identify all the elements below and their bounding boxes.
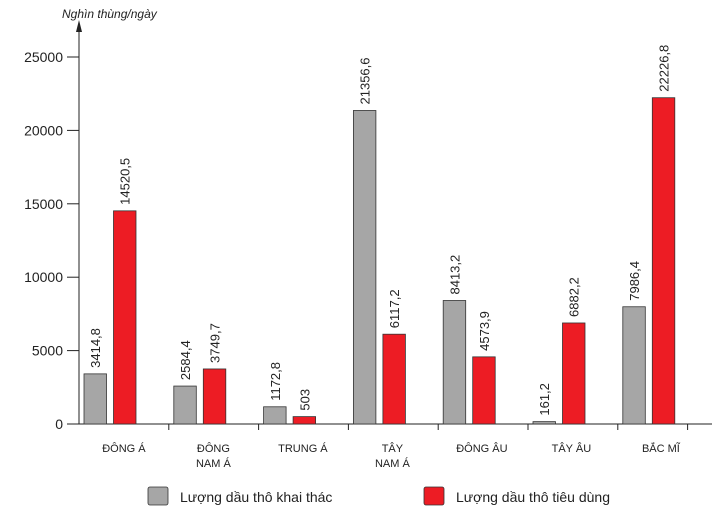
bar-consumption — [562, 322, 586, 425]
x-tick-label: BẮC MĨ — [642, 442, 681, 455]
data-label: 503 — [297, 389, 312, 411]
bar-production — [263, 406, 287, 425]
bar-production — [532, 421, 556, 425]
bar-consumption — [382, 333, 406, 425]
data-label: 6117,2 — [387, 289, 402, 328]
x-tick-label: ĐÔNG Á — [102, 442, 146, 455]
bar-consumption — [113, 210, 137, 425]
bar-production — [352, 110, 377, 425]
y-tick-label: 20000 — [24, 122, 63, 138]
bar-production — [442, 300, 467, 425]
data-label: 3749,7 — [208, 323, 223, 363]
x-tick-label: TRUNG Á — [278, 442, 328, 455]
bar-production — [173, 385, 197, 425]
x-tick-label: ĐÔNG — [197, 442, 230, 455]
legend-label: Lượng dầu thô tiêu dùng — [456, 489, 610, 505]
x-tick-label: ĐÔNG ÂU — [456, 442, 507, 455]
x-tick-label: NAM Á — [196, 457, 232, 470]
bar-consumption — [292, 416, 317, 425]
data-label: 14520,5 — [118, 158, 133, 205]
data-label: 21356,6 — [358, 57, 373, 104]
bar-production — [622, 306, 646, 425]
bar-production — [83, 373, 107, 425]
data-label: 4573,9 — [477, 311, 492, 351]
y-tick-label: 5000 — [32, 343, 63, 359]
y-tick-label: 25000 — [24, 49, 63, 65]
x-tick-label: TÂY ÂU — [552, 442, 592, 455]
bar-consumption — [651, 97, 676, 425]
y-axis-label: Nghìn thùng/ngày — [62, 7, 158, 21]
y-tick-label: 10000 — [24, 269, 63, 285]
bar-consumption — [202, 368, 227, 425]
y-axis-arrow-icon — [76, 20, 82, 32]
legend-swatch — [423, 486, 445, 506]
bar-consumption — [472, 356, 496, 425]
data-label: 22226,8 — [657, 45, 672, 92]
data-label: 8413,2 — [447, 255, 462, 295]
x-tick-label: TÂY — [382, 442, 404, 455]
y-tick-label: 0 — [55, 416, 63, 432]
legend-swatch — [147, 486, 169, 506]
x-tick-label: NAM Á — [375, 457, 411, 470]
legend-label: Lượng dầu thô khai thác — [180, 489, 332, 505]
data-label: 161,2 — [537, 383, 552, 416]
data-label: 1172,8 — [268, 362, 283, 401]
data-label: 2584,4 — [178, 340, 193, 380]
y-tick-label: 15000 — [24, 196, 63, 212]
data-label: 3414,8 — [88, 328, 103, 368]
data-label: 6882,2 — [567, 277, 582, 317]
data-label: 7986,4 — [627, 261, 642, 301]
